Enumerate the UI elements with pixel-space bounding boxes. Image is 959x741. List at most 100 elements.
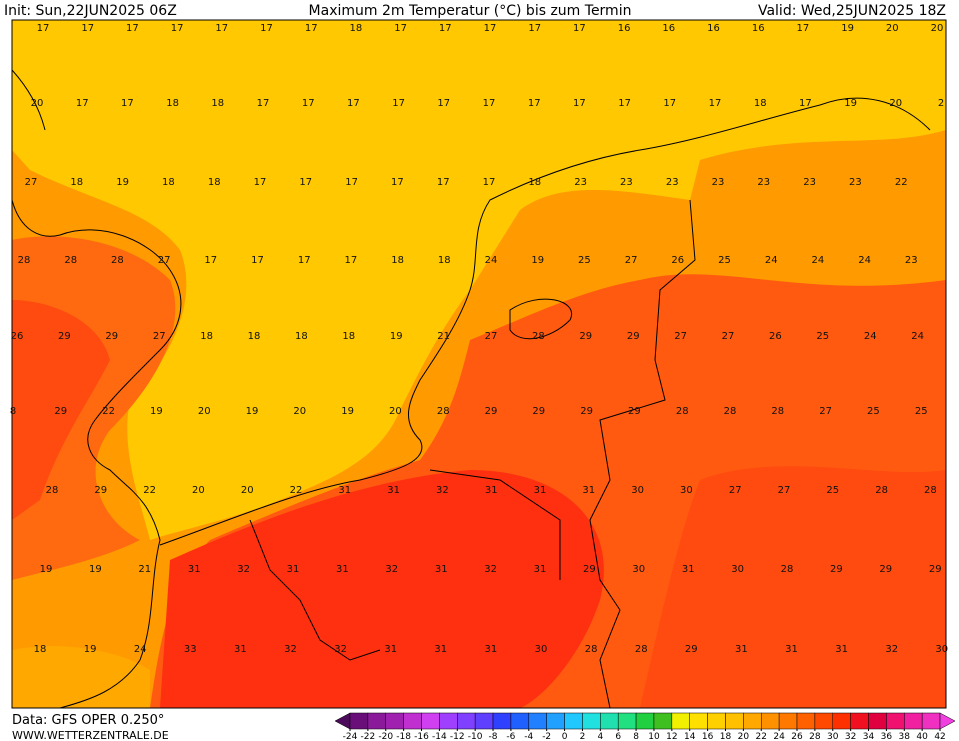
temperature-label: 28 xyxy=(635,644,648,655)
temperature-label: 24 xyxy=(134,644,147,655)
temperature-label: 17 xyxy=(260,23,273,34)
temperature-label: 28 xyxy=(46,485,59,496)
colorbar-tick-label: 10 xyxy=(648,732,660,741)
temperature-label: 27 xyxy=(722,331,735,342)
temperature-label: 17 xyxy=(305,23,318,34)
temperature-label: 27 xyxy=(625,255,638,266)
temperature-label: 22 xyxy=(102,406,115,417)
colorbar-tick-label: 30 xyxy=(827,732,839,741)
temperature-label: 27 xyxy=(819,406,832,417)
temperature-label: 29 xyxy=(579,331,592,342)
temperature-label: 17 xyxy=(347,98,360,109)
colorbar-tick-label: -24 xyxy=(343,732,358,741)
temperature-label: 24 xyxy=(864,331,877,342)
temperature-label: 31 xyxy=(435,564,448,575)
temperature-label: 28 xyxy=(111,255,124,266)
temperature-label: 29 xyxy=(580,406,593,417)
temperature-label: 27 xyxy=(485,331,498,342)
temperature-label: 31 xyxy=(338,485,351,496)
temperature-label: 18 xyxy=(211,98,224,109)
colorbar-box xyxy=(439,712,458,730)
temperature-label: 17 xyxy=(573,98,586,109)
colorbar-tick-label: -12 xyxy=(450,732,465,741)
colorbar-box xyxy=(921,712,941,730)
colorbar-box xyxy=(600,712,619,730)
temperature-label: 20 xyxy=(931,23,944,34)
temperature-label: 17 xyxy=(618,98,631,109)
colorbar-arrow xyxy=(939,712,956,730)
temperature-label: 18 xyxy=(34,644,47,655)
temperature-label: 31 xyxy=(534,485,547,496)
colorbar-tick-label: 40 xyxy=(916,732,928,741)
temperature-label: 17 xyxy=(439,23,452,34)
colorbar-box xyxy=(904,712,923,730)
temperature-label: 29 xyxy=(583,564,596,575)
temperature-label: 24 xyxy=(485,255,498,266)
temperature-label: 30 xyxy=(632,564,645,575)
temperature-label: 19 xyxy=(246,406,259,417)
colorbar-tick-label: 22 xyxy=(756,732,767,741)
colorbar-tick-label: 36 xyxy=(881,732,893,741)
temperature-label: 30 xyxy=(935,644,948,655)
temperature-label: 31 xyxy=(384,644,397,655)
temperature-label: 29 xyxy=(54,406,67,417)
temperature-label: 19 xyxy=(531,255,544,266)
colorbar-tick-label: 16 xyxy=(702,732,714,741)
colorbar-tick-label: -20 xyxy=(378,732,393,741)
temperature-label: 20 xyxy=(241,485,254,496)
colorbar-box xyxy=(671,712,690,730)
temperature-label: 18 xyxy=(208,177,221,188)
colorbar-tick-label: 34 xyxy=(863,732,875,741)
temperature-label: 17 xyxy=(345,255,358,266)
temperature-label: 27 xyxy=(729,485,742,496)
temperature-label: 28 xyxy=(18,255,31,266)
init-time: Init: Sun,22JUN2025 06Z xyxy=(4,3,177,19)
colorbar-box xyxy=(617,712,637,730)
colorbar: -24 -22 -20 -18 -16 -14 -12 -10 -8 -6 -4 -2 0 2 4 6 8 10 1… xyxy=(334,712,956,741)
temperature-label: 17 xyxy=(298,255,311,266)
temperature-label: 31 xyxy=(682,564,695,575)
temperature-label: 31 xyxy=(485,485,498,496)
temperature-label: 17 xyxy=(528,98,541,109)
temperature-label: 23 xyxy=(757,177,770,188)
website: WWW.WETTERZENTRALE.DE xyxy=(12,729,169,741)
temperature-label: 28 xyxy=(771,406,784,417)
colorbar-box xyxy=(403,712,422,730)
colorbar-tick-label: 12 xyxy=(666,732,677,741)
temperature-label: 17 xyxy=(573,23,586,34)
temperature-label: 2 xyxy=(938,98,944,109)
temperature-label: 17 xyxy=(254,177,267,188)
temperature-label: 17 xyxy=(257,98,270,109)
colorbar-box xyxy=(796,712,816,730)
temperature-label: 17 xyxy=(437,98,450,109)
temperature-label: 17 xyxy=(483,177,496,188)
temperature-label: 31 xyxy=(287,564,300,575)
temperature-label: 17 xyxy=(37,23,50,34)
temperature-label: 27 xyxy=(674,331,687,342)
temperature-label: 19 xyxy=(84,644,97,655)
temperature-label: 28 xyxy=(875,485,888,496)
temperature-label: 19 xyxy=(116,177,129,188)
colorbar-tick-label: 32 xyxy=(845,732,856,741)
temperature-label: 32 xyxy=(885,644,898,655)
temperature-label: 31 xyxy=(485,644,498,655)
temperature-label: 24 xyxy=(812,255,825,266)
colorbar-box xyxy=(814,712,834,730)
colorbar-box xyxy=(349,712,369,730)
temperature-label: 26 xyxy=(671,255,684,266)
colorbar-tick-label: -10 xyxy=(468,732,483,741)
map-frame xyxy=(11,19,947,709)
temperature-label: 23 xyxy=(574,177,587,188)
temperature-label: 18 xyxy=(200,331,213,342)
temperature-label: 20 xyxy=(293,406,306,417)
temperature-label: 18 xyxy=(754,98,767,109)
temperature-label: 31 xyxy=(785,644,798,655)
temperature-label: 17 xyxy=(528,23,541,34)
temperature-label: 22 xyxy=(895,177,908,188)
colorbar-tick-label: -16 xyxy=(414,732,429,741)
temperature-label: 30 xyxy=(731,564,744,575)
temperature-label: 32 xyxy=(237,564,250,575)
temperature-label: 17 xyxy=(797,23,810,34)
temperature-label: 22 xyxy=(143,485,156,496)
